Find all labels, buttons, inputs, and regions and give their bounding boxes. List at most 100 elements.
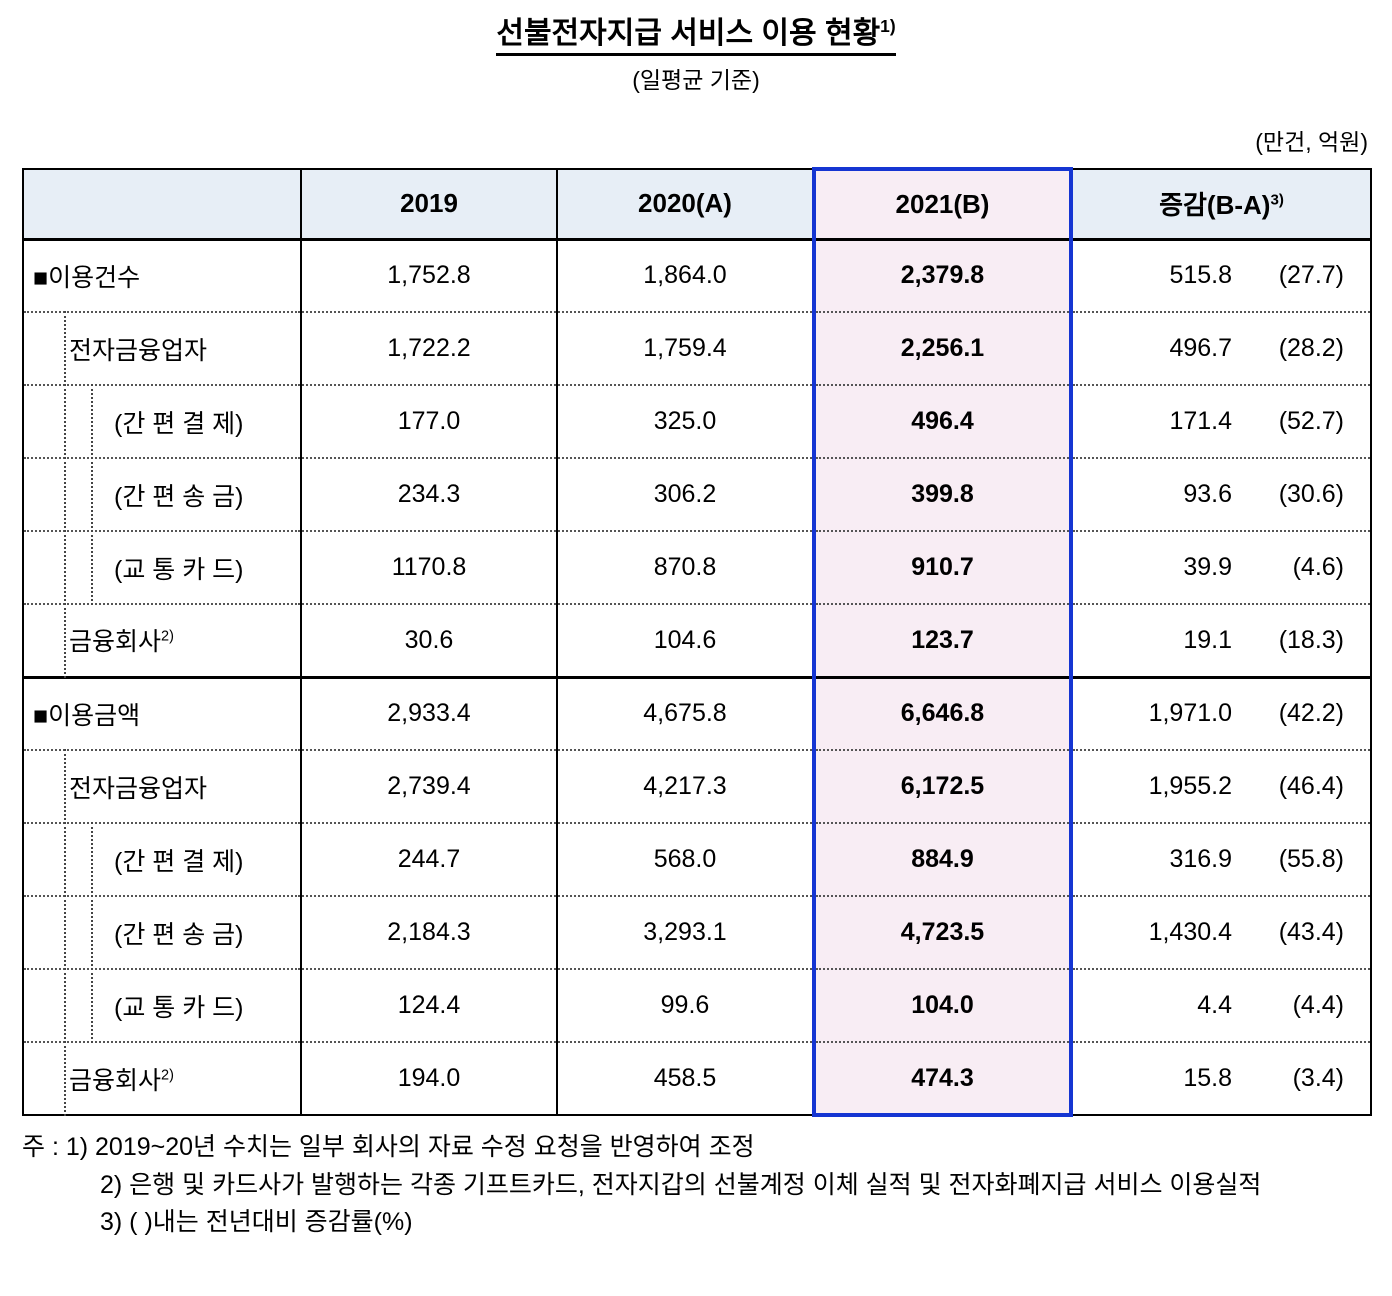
cell-2020: 306.2 (556, 457, 814, 531)
hierarchy-guide-icon (64, 822, 66, 897)
cell-2019: 1,722.2 (300, 311, 557, 385)
cell-2021: 6,646.8 (812, 675, 1073, 750)
cell-2019: 1170.8 (300, 530, 557, 604)
footnote-1: 주 : 1) 2019~20년 수치는 일부 회사의 자료 수정 요청을 반영하… (22, 1133, 755, 1161)
diff-percent: (27.7) (1278, 261, 1344, 290)
footnote-3: 3) ( )내는 전년대비 증감률(%) (100, 1208, 413, 1236)
diff-value: 15.8 (1183, 1064, 1232, 1092)
diff-percent: (4.6) (1292, 553, 1344, 581)
header-2020: 2020(A) (556, 169, 814, 241)
hierarchy-guide-icon (64, 603, 66, 678)
diff-value: 515.8 (1169, 261, 1232, 290)
diff-percent: (55.8) (1278, 845, 1344, 873)
title-block: 선불전자지급 서비스 이용 현황1) (일평균 기준) (22, 16, 1370, 95)
table-row: (교 통 카 드) 1170.8 870.8 910.7 39.9 (4.6) (22, 530, 1371, 605)
usage-table: 2019 2020(A) 2021(B) 증감(B-A)3) ■이용건수 1,75… (22, 167, 1372, 1117)
header-diff: 증감(B-A)3) (1070, 169, 1371, 241)
diff-percent: (30.6) (1278, 480, 1344, 508)
table-row: ■이용금액 2,933.4 4,675.8 6,646.8 1,971.0 (42.2) (22, 675, 1371, 750)
cell-2019: 234.3 (300, 457, 557, 531)
cell-2020: 4,217.3 (556, 749, 814, 823)
diff-value: 496.7 (1169, 334, 1232, 362)
cell-2021: 399.8 (812, 457, 1073, 531)
row-label-cell: (간 편 송 금) (22, 457, 301, 532)
table-row: (간 편 결 제) 177.0 325.0 496.4 171.4 (52.7) (22, 384, 1371, 459)
cell-diff: 316.9 (55.8) (1070, 822, 1371, 896)
hierarchy-guide-icon (91, 822, 93, 897)
hierarchy-guide-icon (64, 895, 66, 970)
table-row: ■이용건수 1,752.8 1,864.0 2,379.8 515.8 (27.7) (22, 237, 1371, 312)
hierarchy-guide-icon (64, 384, 66, 459)
table-body: ■이용건수 1,752.8 1,864.0 2,379.8 515.8 (27.7) 전자금… (22, 237, 1371, 1117)
row-label: (간 편 결 제) (114, 409, 244, 438)
cell-diff: 1,955.2 (46.4) (1070, 749, 1371, 823)
diff-percent: (52.7) (1278, 407, 1344, 435)
cell-2020: 1,759.4 (556, 311, 814, 385)
page-title-text: 선불전자지급 서비스 이용 현황 (496, 17, 881, 50)
cell-2020: 870.8 (556, 530, 814, 604)
hierarchy-guide-icon (91, 895, 93, 970)
cell-2021: 4,723.5 (812, 895, 1073, 969)
cell-diff: 19.1 (18.3) (1070, 603, 1371, 677)
cell-2021: 2,256.1 (812, 311, 1073, 385)
row-label-cell: ■이용건수 (22, 237, 301, 312)
row-label: (간 편 결 제) (114, 847, 244, 876)
cell-2020: 3,293.1 (556, 895, 814, 969)
row-label-cell: ■이용금액 (22, 675, 301, 750)
row-label: (교 통 카 드) (114, 993, 244, 1022)
diff-percent: (4.4) (1292, 991, 1344, 1019)
hierarchy-guide-icon (91, 968, 93, 1043)
cell-diff: 39.9 (4.6) (1070, 530, 1371, 604)
header-2021: 2021(B) (812, 167, 1073, 241)
diff-value: 171.4 (1169, 407, 1232, 435)
cell-diff: 1,971.0 (42.2) (1070, 675, 1371, 750)
cell-diff: 496.7 (28.2) (1070, 311, 1371, 385)
cell-diff: 1,430.4 (43.4) (1070, 895, 1371, 969)
cell-diff: 4.4 (4.4) (1070, 968, 1371, 1042)
table-head: 2019 2020(A) 2021(B) 증감(B-A)3) (22, 167, 1371, 241)
row-label: (간 편 송 금) (114, 482, 244, 511)
row-label-sup: 2) (161, 1067, 174, 1084)
cell-2020: 325.0 (556, 384, 814, 458)
row-label-cell: (간 편 결 제) (22, 384, 301, 459)
cell-diff: 171.4 (52.7) (1070, 384, 1371, 458)
cell-2019: 124.4 (300, 968, 557, 1042)
row-label: ■이용건수 (33, 263, 141, 292)
cell-2020: 568.0 (556, 822, 814, 896)
diff-percent: (46.4) (1278, 772, 1344, 800)
page-title: 선불전자지급 서비스 이용 현황1) (22, 16, 1370, 56)
hierarchy-guide-icon (91, 530, 93, 605)
hierarchy-guide-icon (64, 968, 66, 1043)
cell-2021: 104.0 (812, 968, 1073, 1042)
row-label-cell: 금융회사2) (22, 603, 301, 678)
cell-2020: 1,864.0 (556, 237, 814, 312)
row-label: (교 통 카 드) (114, 555, 244, 584)
cell-2021: 474.3 (812, 1041, 1073, 1117)
cell-diff: 15.8 (3.4) (1070, 1041, 1371, 1115)
row-label: 금융회사 (69, 1066, 162, 1095)
cell-2021: 884.9 (812, 822, 1073, 896)
table-row: (교 통 카 드) 124.4 99.6 104.0 4.4 (4.4) (22, 968, 1371, 1043)
diff-value: 1,955.2 (1148, 772, 1232, 800)
page: 선불전자지급 서비스 이용 현황1) (일평균 기준) (만건, 억원) 201… (22, 16, 1372, 1236)
footnote-2: 2) 은행 및 카드사가 발행하는 각종 기프트카드, 전자지갑의 선불계정 이… (100, 1170, 1262, 1199)
diff-value: 39.9 (1183, 553, 1232, 581)
cell-2020: 458.5 (556, 1041, 814, 1115)
header-row: 2019 2020(A) 2021(B) 증감(B-A)3) (22, 167, 1371, 241)
header-empty (22, 169, 301, 241)
diff-value: 4.4 (1197, 991, 1232, 1019)
row-label-sup: 2) (161, 628, 174, 645)
diff-value: 1,430.4 (1148, 918, 1232, 946)
diff-percent: (3.4) (1292, 1064, 1344, 1092)
row-label-cell: 전자금융업자 (22, 749, 301, 824)
cell-2020: 99.6 (556, 968, 814, 1042)
row-label-cell: (간 편 결 제) (22, 822, 301, 897)
row-label: 전자금융업자 (69, 774, 208, 803)
diff-value: 1,971.0 (1148, 699, 1232, 728)
cell-2020: 4,675.8 (556, 675, 814, 750)
cell-2020: 104.6 (556, 603, 814, 677)
cell-2021: 910.7 (812, 530, 1073, 604)
cell-2019: 1,752.8 (300, 237, 557, 312)
table-row: (간 편 송 금) 2,184.3 3,293.1 4,723.5 1,430.4 (43… (22, 895, 1371, 970)
diff-percent: (42.2) (1278, 699, 1344, 728)
